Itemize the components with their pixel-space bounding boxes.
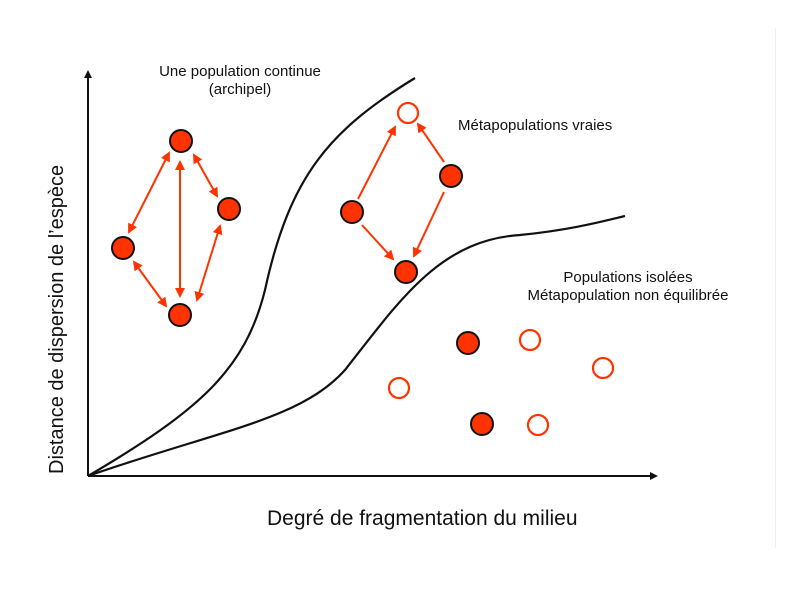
empty-patch [526,413,550,437]
right-edge-divider [775,28,776,548]
occupied-patch [456,331,480,355]
occupied-patch [394,260,418,284]
occupied-patch [217,197,241,221]
dispersal-arrow [412,191,445,258]
x-axis-label: Degré de fragmentation du milieu [267,507,578,530]
isolated-populations-title: Populations isolées [563,269,693,286]
dispersal-arrow [194,224,223,302]
dispersal-arrow [357,125,396,200]
continuous-population-arrows [128,151,223,308]
occupied-patch [340,200,364,224]
occupied-patch [111,236,135,260]
empty-patch [387,376,411,400]
upper-threshold-curve [87,77,416,477]
lower-threshold-curve [87,214,626,478]
dispersal-arrow [361,224,395,261]
occupied-patch [169,129,193,153]
dispersal-arrow [132,260,168,308]
empty-patch [591,356,615,380]
isolated-populations-label: Populations isolées Métapopulation non é… [512,269,744,305]
non-equilibrium-metapopulation-text: Métapopulation non équilibrée [527,287,729,304]
continuous-population-label: Une population continue (archipel) [124,63,356,99]
true-metapopulation-label: Métapopulations vraies [458,117,612,135]
occupied-patch [439,164,463,188]
occupied-patch [470,412,494,436]
continuous-population-title: Une population continue [159,63,321,80]
y-axis-label: Distance de dispersion de l’espèce [46,164,68,474]
true-metapopulation-text: Métapopulations vraies [458,117,613,134]
continuous-population-subtitle: (archipel) [208,81,272,98]
empty-patch [518,328,542,352]
dispersal-arrow [128,151,170,234]
dispersal-arrow [193,153,218,198]
true-metapopulation-arrows [357,122,445,261]
occupied-patch [168,303,192,327]
empty-patch [396,101,420,125]
dispersal-arrow [416,122,445,163]
